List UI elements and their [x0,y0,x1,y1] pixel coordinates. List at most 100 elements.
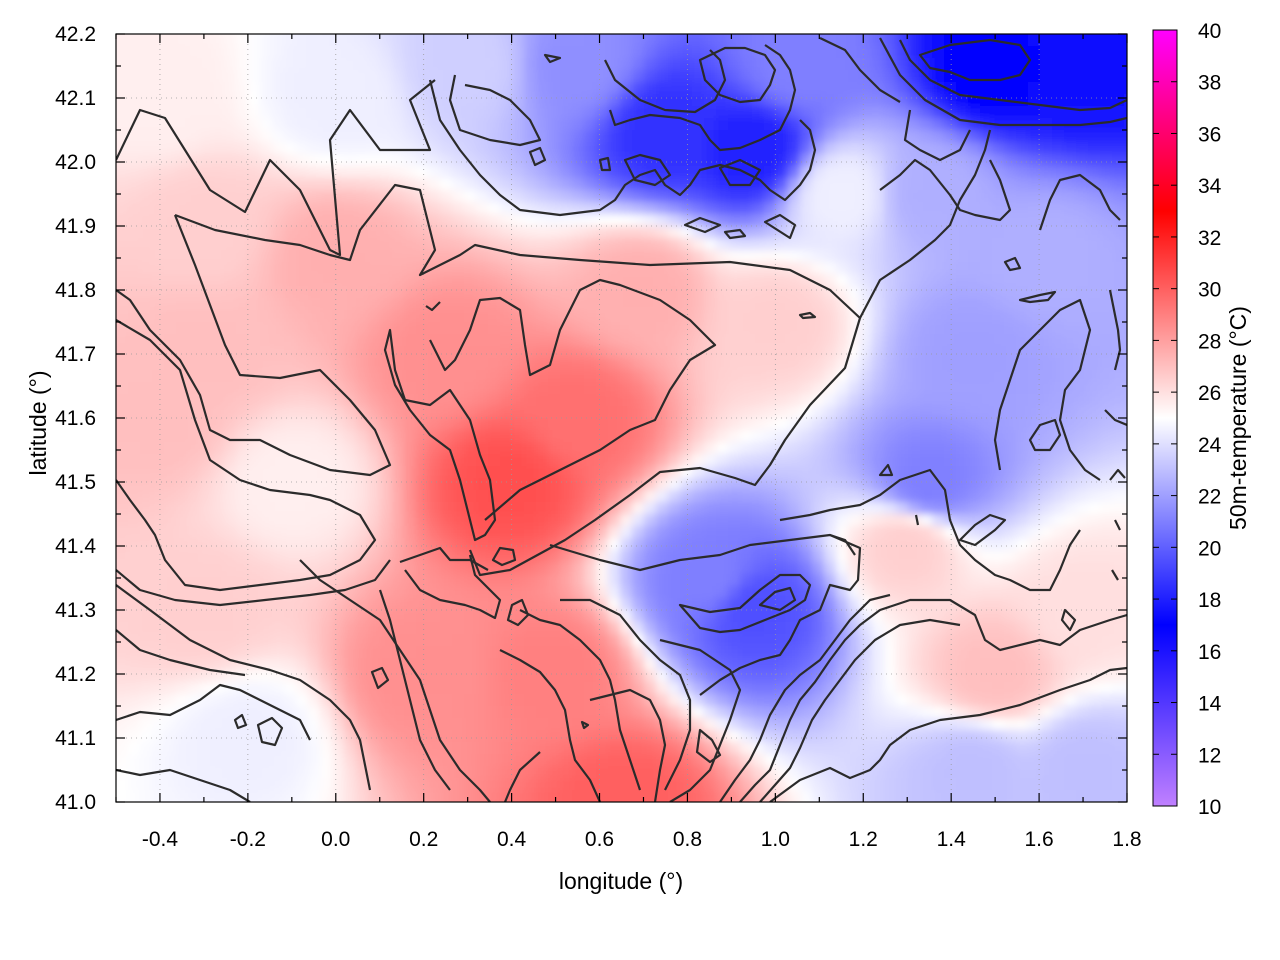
heatmap-cell [872,70,885,83]
heatmap-cell [1088,46,1101,59]
heatmap-cell [1016,418,1029,431]
heatmap-cell [668,250,681,263]
heatmap-cell [872,658,885,671]
heatmap-cell [128,58,141,71]
heatmap-cell [320,526,333,539]
heatmap-cell [716,394,729,407]
heatmap-cell [932,562,945,575]
heatmap-cell [572,94,585,107]
heatmap-cell [728,574,741,587]
heatmap-cell [416,442,429,455]
heatmap-cell [320,70,333,83]
heatmap-cell [188,58,201,71]
heatmap-cell [1064,226,1077,239]
heatmap-cell [452,538,465,551]
heatmap-cell [1028,238,1041,251]
heatmap-cell [692,550,705,563]
heatmap-cell [356,502,369,515]
heatmap-cell [1112,274,1125,287]
heatmap-cell [380,430,393,443]
heatmap-cell [1124,442,1127,455]
heatmap-cell [908,622,921,635]
heatmap-cell [380,694,393,707]
heatmap-cell [500,514,513,527]
heatmap-cell [464,214,477,227]
heatmap-cell [416,58,429,71]
heatmap-cell [884,250,897,263]
heatmap-cell [320,274,333,287]
heatmap-cell [680,82,693,95]
heatmap-cell [980,370,993,383]
heatmap-cell [404,142,417,155]
heatmap-cell [884,418,897,431]
heatmap-cell [344,610,357,623]
heatmap-cell [692,478,705,491]
heatmap-cell [884,682,897,695]
heatmap-cell [1076,226,1089,239]
heatmap-cell [656,622,669,635]
heatmap-cell [332,82,345,95]
heatmap-cell [164,142,177,155]
heatmap-cell [1064,286,1077,299]
heatmap-cell [968,478,981,491]
heatmap-cell [272,130,285,143]
heatmap-cell [1064,646,1077,659]
heatmap-cell [332,430,345,443]
heatmap-cell [1004,250,1017,263]
heatmap-cell [524,466,537,479]
heatmap-cell [800,34,813,47]
heatmap-cell [836,562,849,575]
heatmap-cell [656,670,669,683]
heatmap-cell [128,454,141,467]
heatmap-cell [1136,82,1149,95]
heatmap-cell [728,214,741,227]
heatmap-cell [476,58,489,71]
heatmap-cell [572,166,585,179]
heatmap-cell [692,94,705,107]
heatmap-cell [452,382,465,395]
heatmap-cell [740,106,753,119]
heatmap-cell [884,694,897,707]
heatmap-cell [596,370,609,383]
heatmap-cell [452,154,465,167]
heatmap-cell [428,154,441,167]
heatmap-cell [452,418,465,431]
heatmap-cell [320,538,333,551]
heatmap-cell [596,334,609,347]
heatmap-cell [560,562,573,575]
heatmap-cell [584,394,597,407]
heatmap-cell [440,190,453,203]
heatmap-cell [248,322,261,335]
heatmap-cell [152,154,165,167]
heatmap-cell [524,214,537,227]
heatmap-cell [416,574,429,587]
heatmap-cell [884,538,897,551]
heatmap-cell [368,538,381,551]
heatmap-cell [488,706,501,719]
heatmap-cell [968,370,981,383]
heatmap-cell [1112,94,1125,107]
heatmap-cell [116,94,117,107]
heatmap-cell [1052,190,1065,203]
heatmap-cell [572,34,585,35]
heatmap-cell [128,514,141,527]
heatmap-cell [356,166,369,179]
heatmap-cell [800,142,813,155]
heatmap-cell [1040,682,1053,695]
heatmap-cell [356,322,369,335]
heatmap-cell [392,586,405,599]
heatmap-cell [560,658,573,671]
heatmap-cell [1124,34,1127,35]
heatmap-cell [800,382,813,395]
heatmap-cell [644,298,657,311]
heatmap-cell [452,94,465,107]
heatmap-cell [644,454,657,467]
heatmap-cell [824,250,837,263]
heatmap-cell [1016,166,1029,179]
heatmap-cell [692,634,705,647]
heatmap-cell [812,214,825,227]
heatmap-cell [332,574,345,587]
heatmap-cell [980,406,993,419]
heatmap-cell [620,466,633,479]
heatmap-cell [392,106,405,119]
